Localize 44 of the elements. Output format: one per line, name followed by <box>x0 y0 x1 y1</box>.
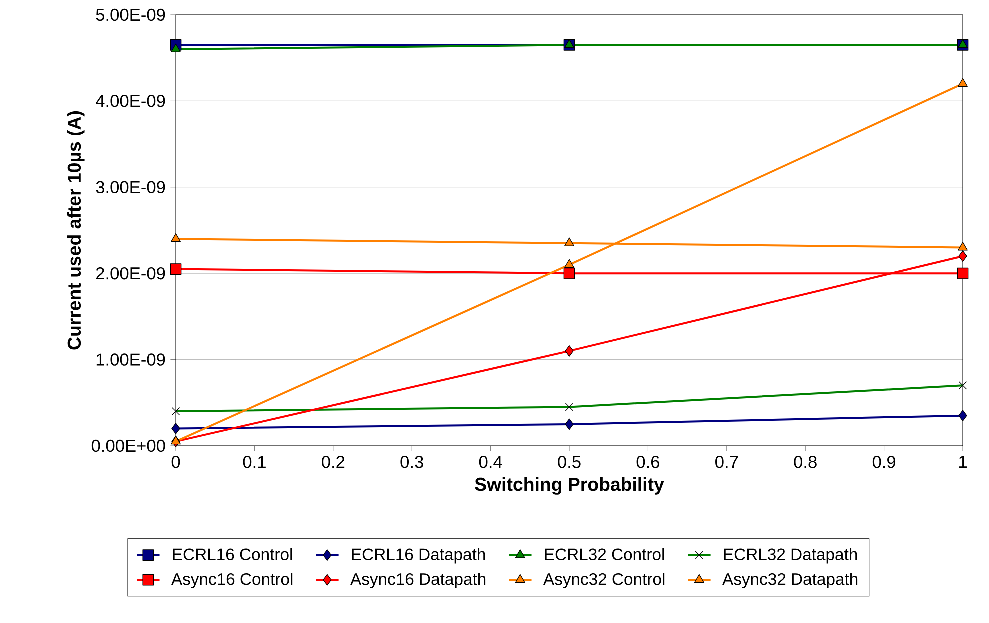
point <box>958 250 968 262</box>
point <box>565 418 574 430</box>
point <box>957 268 969 280</box>
legend-label: ECRL16 Datapath <box>352 548 486 564</box>
y-tick-label: 4.00E-09 <box>96 95 166 108</box>
x-tick-label: 0 <box>172 456 180 468</box>
point <box>564 238 574 246</box>
point <box>958 39 968 48</box>
x-tick-label: 0.2 <box>322 456 345 468</box>
x-axis-title: Switching Probability <box>475 477 664 495</box>
x-tick-label: 0.3 <box>400 456 424 468</box>
point <box>170 264 182 275</box>
y-axis-title: Current used after 10µs (A) <box>67 111 85 350</box>
y-tick-label: 1.00E-09 <box>96 354 166 366</box>
point <box>565 346 574 357</box>
x-tick-label: 0.4 <box>479 456 502 468</box>
point <box>958 78 968 87</box>
x-tick-label: 0.5 <box>558 456 581 468</box>
x-tick-label: 0.7 <box>716 456 738 468</box>
point <box>172 423 180 434</box>
legend-label: Async16 Control <box>171 572 293 589</box>
x-tick-label: 0.1 <box>243 456 266 468</box>
legend-label: Async16 Datapath <box>350 572 486 589</box>
point <box>958 242 968 251</box>
point <box>564 268 576 280</box>
x-tick-label: 0.8 <box>794 456 817 468</box>
x-tick-label: 0.9 <box>872 456 896 468</box>
x-tick-label: 1 <box>960 456 967 468</box>
y-tick-label: 3.00E-09 <box>96 181 166 194</box>
point <box>564 259 574 268</box>
y-tick-label: 5.00E-09 <box>96 8 166 22</box>
y-tick-label: 0.00E+00 <box>92 440 166 452</box>
legend-label: Async32 Control <box>543 572 665 589</box>
point <box>171 44 181 52</box>
legend-label: ECRL16 Control <box>173 548 292 560</box>
legend-label: Async32 Datapath <box>722 572 858 589</box>
point <box>958 410 968 422</box>
point <box>564 39 574 48</box>
y-tick-label: 2.00E-09 <box>96 267 166 280</box>
legend-label: ECRL32 Datapath <box>724 548 858 564</box>
legend-label: ECRL32 Control <box>545 548 664 560</box>
x-tick-label: 0.6 <box>636 456 660 468</box>
point <box>171 233 181 242</box>
point <box>171 436 181 445</box>
